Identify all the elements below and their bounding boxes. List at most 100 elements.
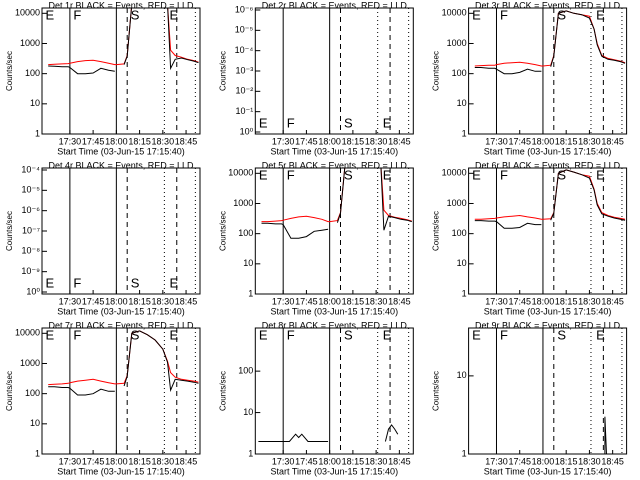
- y-tick-label: 1000: [20, 38, 40, 48]
- x-tick-label: 18:30: [152, 136, 175, 146]
- y-tick-label: 100: [25, 388, 40, 398]
- x-tick-label: 18:00: [318, 456, 341, 466]
- x-tick-label: 17:30: [272, 136, 295, 146]
- x-tick-label: 18:15: [128, 296, 151, 306]
- y-tick-label: 10⁻⁴: [21, 164, 40, 174]
- y-tick-label: 10: [243, 407, 253, 417]
- y-axis-label: Counts/sec: [432, 211, 441, 251]
- y-tick-label: 1000: [20, 358, 40, 368]
- x-axis-label: Start Time (03-Jun-15 17:15:40): [271, 306, 399, 316]
- y-tick-label: 10⁻⁵: [235, 25, 254, 35]
- y-tick-label: 100: [238, 366, 253, 376]
- y-tick-label: 10000: [15, 328, 40, 338]
- y-tick-label: 10⁻⁹: [21, 266, 40, 276]
- x-tick-label: 18:00: [532, 296, 555, 306]
- event-label: E: [472, 7, 481, 22]
- event-label: E: [472, 167, 481, 182]
- x-tick-label: 18:00: [105, 136, 128, 146]
- series-line: [258, 424, 399, 442]
- event-label: E: [169, 7, 178, 22]
- x-axis-label: Start Time (03-Jun-15 17:15:40): [484, 146, 612, 156]
- series-line: [474, 169, 626, 229]
- x-tick-label: 18:45: [175, 296, 198, 306]
- y-tick-label: 1000: [447, 38, 467, 48]
- y-tick-label: 1: [248, 288, 253, 298]
- event-label: E: [596, 7, 605, 22]
- x-tick-label: 18:15: [555, 296, 578, 306]
- x-tick-label: 17:30: [272, 296, 295, 306]
- x-tick-label: 18:15: [342, 456, 365, 466]
- y-tick-label: 10⁰: [26, 286, 40, 296]
- x-axis-label: Start Time (03-Jun-15 17:15:40): [271, 146, 399, 156]
- event-label: S: [131, 327, 140, 342]
- event-label: F: [500, 327, 508, 342]
- x-tick-label: 18:15: [342, 136, 365, 146]
- y-tick-label: 10⁻⁶: [22, 205, 41, 215]
- x-tick-label: 18:45: [601, 136, 624, 146]
- y-tick-label: 10: [457, 370, 467, 380]
- panel: Det 5r BLACK = Events, RED = LLD Start Ti…: [218, 160, 414, 316]
- y-tick-label: 10: [457, 98, 467, 108]
- event-label: E: [383, 327, 392, 342]
- x-tick-label: 18:30: [578, 456, 601, 466]
- y-axis-label: Counts/sec: [218, 51, 227, 91]
- y-axis-label: Counts/sec: [432, 51, 441, 91]
- panel: Det 8r BLACK = Events, RED = LLD Start Ti…: [218, 320, 414, 476]
- event-label: S: [344, 327, 353, 342]
- y-tick-label: 1: [248, 448, 253, 458]
- event-label: F: [287, 115, 295, 130]
- chart-title: Det 2r BLACK = Events, RED = LLD: [262, 0, 408, 10]
- x-tick-label: 18:30: [578, 296, 601, 306]
- x-tick-label: 18:00: [318, 296, 341, 306]
- y-tick-label: 1000: [447, 198, 467, 208]
- event-label: F: [73, 275, 81, 290]
- panel: Det 4r BLACK = Events, RED = LLD Start Ti…: [5, 160, 201, 316]
- event-label: F: [73, 327, 81, 342]
- x-tick-label: 18:15: [128, 136, 151, 146]
- event-label: F: [73, 7, 81, 22]
- chart-title: Det 8r BLACK = Events, RED = LLD: [262, 320, 408, 330]
- y-tick-label: 10⁻²: [236, 86, 254, 96]
- x-tick-label: 18:45: [388, 296, 411, 306]
- x-axis-label: Start Time (03-Jun-15 17:15:40): [57, 146, 185, 156]
- event-label: E: [169, 275, 178, 290]
- x-tick-label: 18:30: [365, 456, 388, 466]
- x-axis-label: Start Time (03-Jun-15 17:15:40): [57, 466, 185, 476]
- event-label: E: [383, 167, 392, 182]
- x-tick-label: 18:45: [601, 296, 624, 306]
- series-line: [603, 416, 607, 454]
- event-label: E: [46, 327, 55, 342]
- event-label: S: [557, 167, 566, 182]
- y-tick-label: 1: [462, 448, 467, 458]
- y-axis-label: Counts/sec: [218, 371, 227, 411]
- panel: Det 7r BLACK = Events, RED = LLD Start Ti…: [5, 320, 201, 476]
- y-tick-label: 10⁻⁷: [22, 225, 40, 235]
- x-tick-label: 17:30: [59, 456, 82, 466]
- x-tick-label: 17:45: [508, 456, 531, 466]
- event-label: E: [383, 115, 392, 130]
- x-tick-label: 18:00: [105, 456, 128, 466]
- y-tick-label: 10⁻⁵: [22, 185, 41, 195]
- x-tick-label: 18:30: [152, 456, 175, 466]
- x-tick-label: 18:15: [342, 296, 365, 306]
- y-tick-label: 10000: [15, 8, 40, 18]
- x-tick-label: 18:30: [365, 296, 388, 306]
- x-tick-label: 18:15: [555, 136, 578, 146]
- y-tick-label: 10000: [228, 168, 253, 178]
- x-tick-label: 18:45: [601, 456, 624, 466]
- x-tick-label: 18:00: [532, 136, 555, 146]
- y-tick-label: 10: [457, 258, 467, 268]
- x-axis-label: Start Time (03-Jun-15 17:15:40): [57, 306, 185, 316]
- x-tick-label: 17:45: [295, 296, 318, 306]
- panel: Det 1r BLACK = Events, RED = LLD Start Ti…: [5, 0, 201, 156]
- y-tick-label: 1: [462, 128, 467, 138]
- y-tick-label: 1: [462, 288, 467, 298]
- chart-title: Det 6r BLACK = Events, RED = LLD: [475, 160, 621, 170]
- plot-frame: [468, 7, 628, 135]
- y-tick-label: 100: [452, 228, 467, 238]
- series-line: [48, 8, 199, 75]
- event-label: E: [596, 167, 605, 182]
- y-axis-label: Counts/sec: [5, 51, 14, 91]
- plot-frame: [41, 327, 201, 455]
- y-tick-label: 1: [35, 448, 40, 458]
